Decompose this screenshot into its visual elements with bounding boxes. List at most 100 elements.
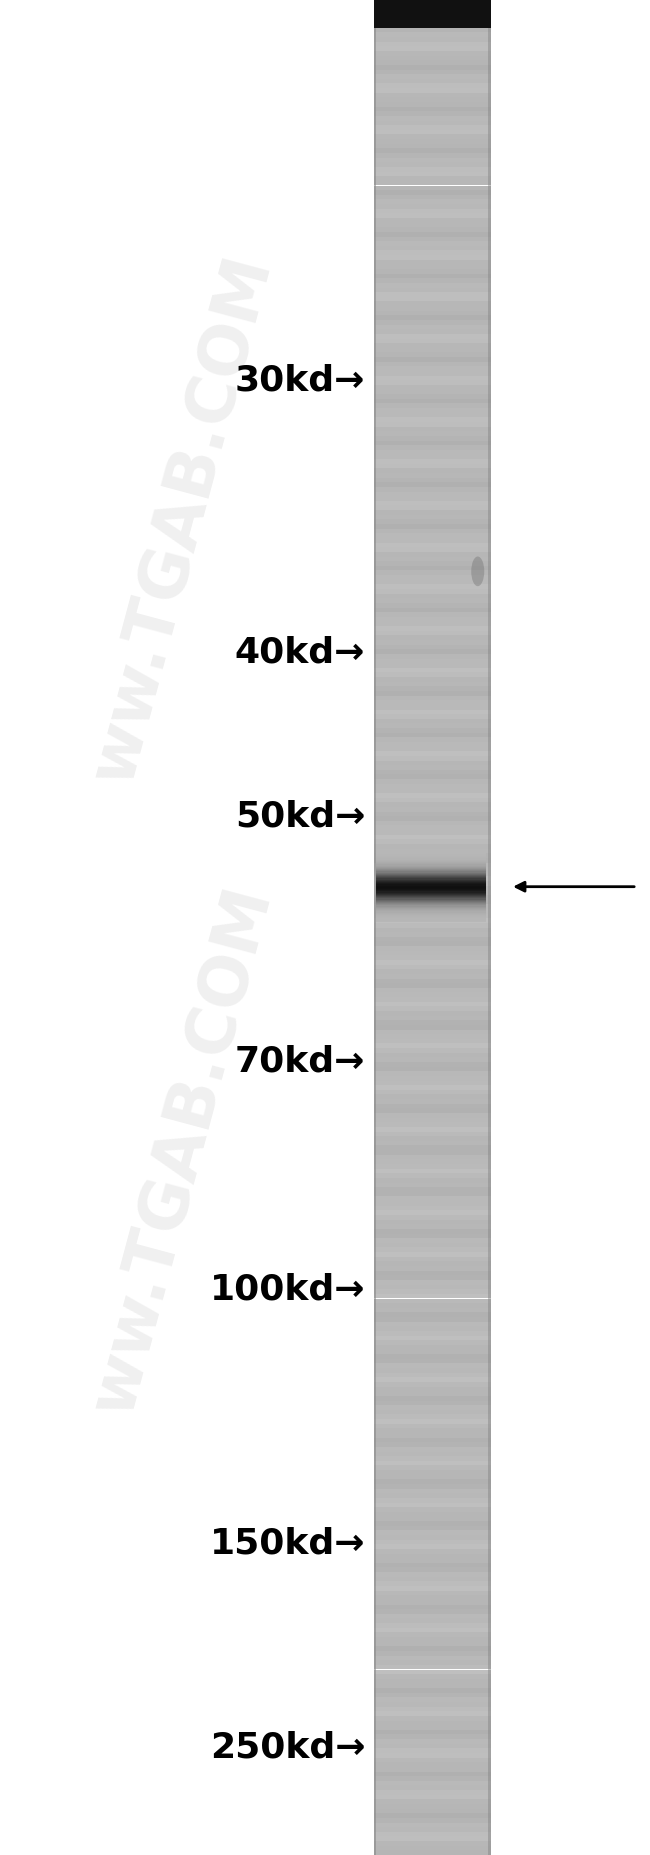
Bar bbox=[374, 1462, 491, 1465]
Bar bbox=[374, 551, 491, 556]
Bar bbox=[374, 937, 491, 940]
Text: ww.TGAB.COM: ww.TGAB.COM bbox=[80, 879, 284, 1421]
Bar bbox=[374, 1580, 491, 1586]
Bar bbox=[374, 1070, 491, 1076]
Bar bbox=[374, 631, 491, 634]
Bar bbox=[374, 32, 491, 37]
Bar bbox=[374, 399, 491, 404]
Bar bbox=[374, 1833, 491, 1836]
Bar bbox=[374, 831, 491, 835]
Bar bbox=[374, 505, 491, 510]
Bar bbox=[374, 492, 491, 495]
Bar bbox=[374, 1076, 491, 1080]
Bar bbox=[374, 167, 491, 171]
Bar bbox=[374, 59, 491, 65]
Bar bbox=[374, 1688, 491, 1692]
Bar bbox=[374, 93, 491, 96]
Bar bbox=[374, 529, 491, 534]
Bar bbox=[374, 352, 491, 356]
Bar bbox=[374, 1187, 491, 1191]
Bar bbox=[374, 1178, 491, 1183]
Bar bbox=[374, 1647, 491, 1651]
Text: 100kd→: 100kd→ bbox=[210, 1273, 365, 1306]
Ellipse shape bbox=[471, 556, 484, 586]
Bar bbox=[374, 835, 491, 838]
Bar bbox=[374, 501, 491, 505]
Bar bbox=[374, 454, 491, 458]
Bar bbox=[374, 356, 491, 362]
Bar bbox=[374, 1697, 491, 1703]
Bar bbox=[374, 50, 491, 56]
Bar bbox=[374, 319, 491, 325]
Bar bbox=[374, 1465, 491, 1469]
Bar bbox=[374, 1174, 491, 1178]
Text: 250kd→: 250kd→ bbox=[210, 1731, 365, 1764]
Bar bbox=[374, 844, 491, 848]
Bar bbox=[374, 770, 491, 775]
Bar bbox=[374, 900, 491, 903]
Bar bbox=[374, 1747, 491, 1753]
Bar bbox=[374, 1224, 491, 1228]
Bar bbox=[374, 1358, 491, 1363]
Bar bbox=[374, 1475, 491, 1480]
Bar bbox=[374, 1183, 491, 1187]
Bar bbox=[374, 1321, 491, 1326]
Bar bbox=[374, 825, 491, 829]
Bar bbox=[374, 1766, 491, 1772]
Bar bbox=[374, 198, 491, 204]
Bar bbox=[374, 1651, 491, 1655]
Bar bbox=[374, 269, 491, 273]
Bar bbox=[374, 1141, 491, 1145]
Bar bbox=[374, 1571, 491, 1577]
Bar bbox=[374, 608, 491, 612]
Bar bbox=[374, 594, 491, 597]
Bar bbox=[374, 783, 491, 788]
Bar bbox=[374, 236, 491, 241]
Bar bbox=[374, 1679, 491, 1684]
Bar bbox=[374, 1002, 491, 1005]
Bar bbox=[374, 74, 491, 78]
Bar bbox=[374, 111, 491, 115]
Bar bbox=[374, 1707, 491, 1710]
Bar bbox=[374, 1554, 491, 1558]
Bar bbox=[374, 288, 491, 291]
Bar bbox=[374, 579, 491, 584]
Bar bbox=[374, 1150, 491, 1154]
Bar bbox=[374, 1558, 491, 1562]
Bar bbox=[374, 1692, 491, 1697]
Bar bbox=[374, 1666, 491, 1670]
Bar bbox=[374, 987, 491, 992]
Bar bbox=[374, 436, 491, 440]
Bar bbox=[374, 208, 491, 213]
Bar bbox=[374, 534, 491, 538]
Bar bbox=[374, 263, 491, 269]
Bar bbox=[374, 1456, 491, 1460]
Bar bbox=[374, 1033, 491, 1039]
Bar bbox=[374, 838, 491, 844]
Bar bbox=[374, 681, 491, 686]
Bar bbox=[374, 1790, 491, 1796]
Bar bbox=[374, 853, 491, 857]
Bar bbox=[374, 1660, 491, 1666]
Bar bbox=[374, 1015, 491, 1020]
Bar bbox=[374, 928, 491, 931]
Bar bbox=[374, 473, 491, 477]
Bar bbox=[374, 347, 491, 352]
Bar bbox=[374, 812, 491, 816]
Bar bbox=[374, 46, 491, 50]
Bar bbox=[374, 983, 491, 987]
Bar bbox=[374, 1503, 491, 1506]
Bar bbox=[374, 1592, 491, 1595]
Bar bbox=[374, 1605, 491, 1608]
Bar bbox=[374, 1827, 491, 1831]
Bar bbox=[374, 1145, 491, 1150]
Bar bbox=[374, 393, 491, 399]
Bar bbox=[374, 1836, 491, 1840]
Bar bbox=[374, 1345, 491, 1349]
Bar bbox=[374, 955, 491, 961]
Bar bbox=[374, 148, 491, 154]
Bar bbox=[374, 922, 491, 928]
Bar bbox=[374, 1332, 491, 1336]
Bar bbox=[374, 176, 491, 180]
Bar bbox=[374, 1284, 491, 1289]
